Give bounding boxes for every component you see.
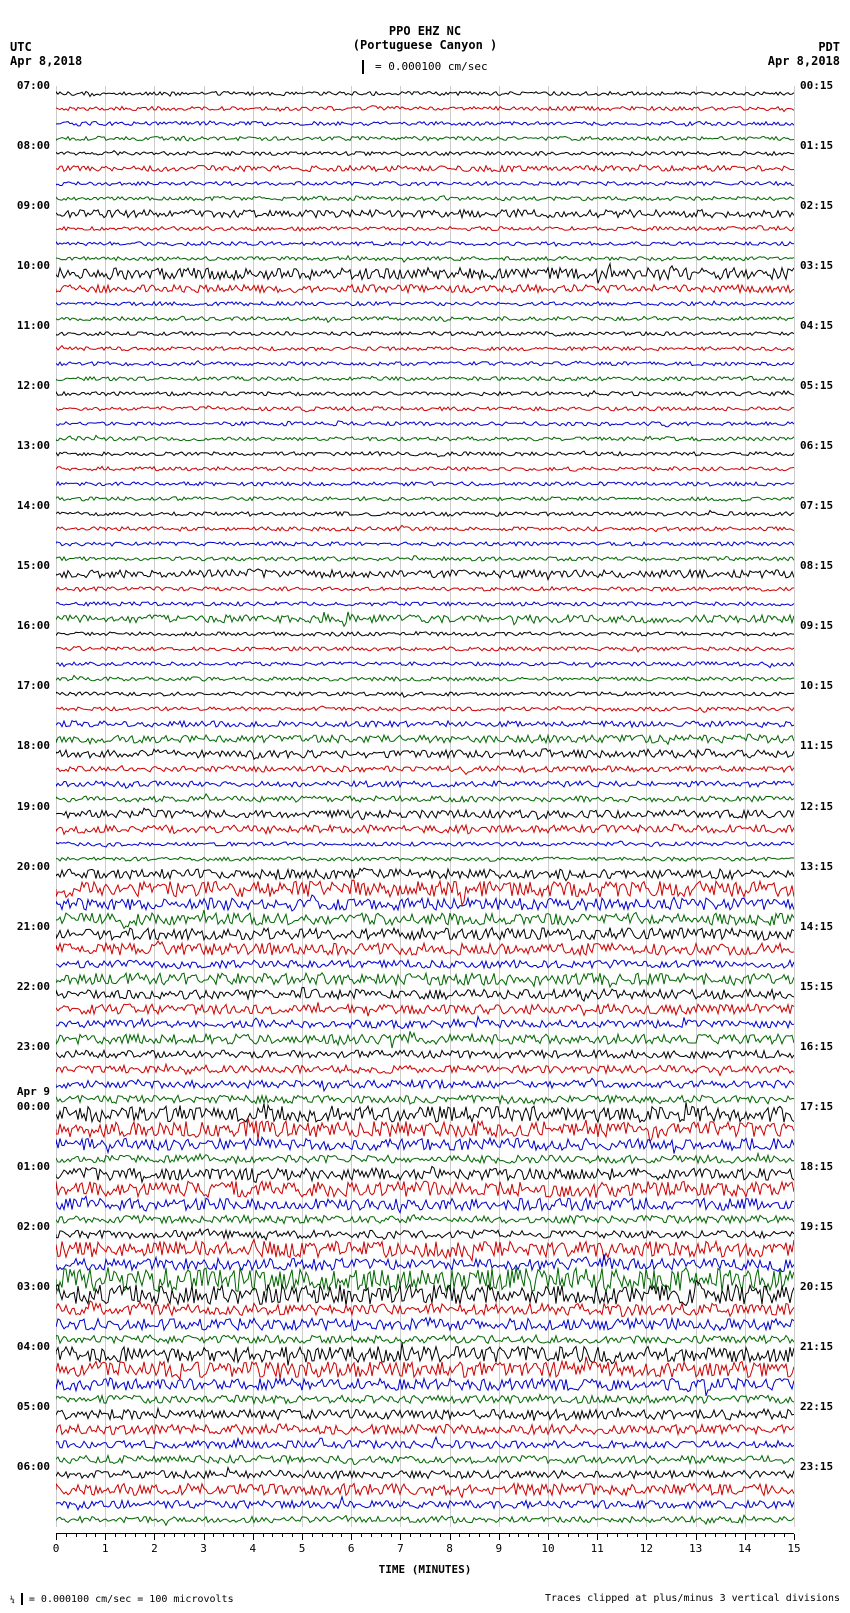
footer-clip-note: Traces clipped at plus/minus 3 vertical …	[545, 1593, 840, 1605]
x-axis: 0123456789101112131415 TIME (MINUTES)	[56, 1533, 794, 1563]
scale-bar-icon	[362, 60, 364, 74]
footer: ¼ = 0.000100 cm/sec = 100 microvolts Tra…	[10, 1593, 840, 1605]
x-axis-label: TIME (MINUTES)	[56, 1563, 794, 1576]
utc-time-labels: 07:0008:0009:0010:0011:0012:0013:0014:00…	[0, 86, 54, 1527]
x-axis-ticks: 0123456789101112131415	[56, 1533, 794, 1545]
header: UTC Apr 8,2018 PDT Apr 8,2018 PPO EHZ NC…	[0, 0, 850, 80]
pdt-time-labels: 00:1501:1502:1503:1504:1505:1506:1507:15…	[796, 86, 850, 1527]
left-date: Apr 8,2018	[10, 54, 82, 68]
station-subtitle: (Portuguese Canyon )	[0, 38, 850, 52]
left-corner: UTC Apr 8,2018	[10, 40, 82, 68]
footer-scale: ¼ = 0.000100 cm/sec = 100 microvolts	[10, 1593, 234, 1605]
right-corner: PDT Apr 8,2018	[768, 40, 840, 68]
left-tz: UTC	[10, 40, 82, 54]
scale-text: = 0.000100 cm/sec	[375, 60, 488, 73]
helicorder-plot	[56, 86, 794, 1527]
right-tz: PDT	[768, 40, 840, 54]
station-title: PPO EHZ NC	[0, 0, 850, 38]
scale-indicator: = 0.000100 cm/sec	[0, 52, 850, 74]
seismic-traces	[56, 86, 794, 1527]
helicorder-container: UTC Apr 8,2018 PDT Apr 8,2018 PPO EHZ NC…	[0, 0, 850, 1613]
right-date: Apr 8,2018	[768, 54, 840, 68]
